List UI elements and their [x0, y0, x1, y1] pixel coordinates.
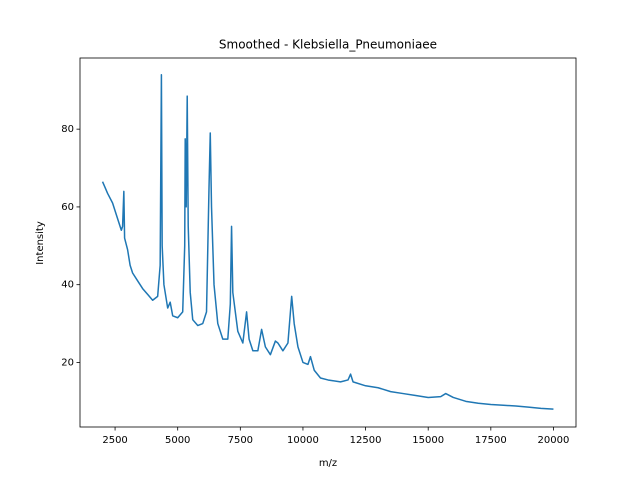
x-tick-label: 17500	[475, 435, 507, 446]
y-tick-label: 60	[61, 202, 74, 213]
x-axis-label: m/z	[319, 458, 337, 469]
y-tick-label: 20	[61, 357, 74, 368]
data-line	[101, 73, 554, 410]
plot-frame	[79, 57, 577, 428]
y-axis-label: Intensity	[35, 221, 46, 265]
x-tick-label: 2500	[102, 435, 127, 446]
x-tick-label: 7500	[228, 435, 253, 446]
chart-title: Smoothed - Klebsiella_Pneumoniaee	[219, 38, 437, 52]
x-tick-label: 12500	[350, 435, 382, 446]
x-tick-label: 15000	[412, 435, 444, 446]
x-tick-label: 5000	[165, 435, 190, 446]
y-tick-label: 40	[61, 280, 74, 291]
x-tick-label: 20000	[538, 435, 570, 446]
x-tick-label: 10000	[287, 435, 319, 446]
y-tick-label: 80	[61, 124, 74, 135]
